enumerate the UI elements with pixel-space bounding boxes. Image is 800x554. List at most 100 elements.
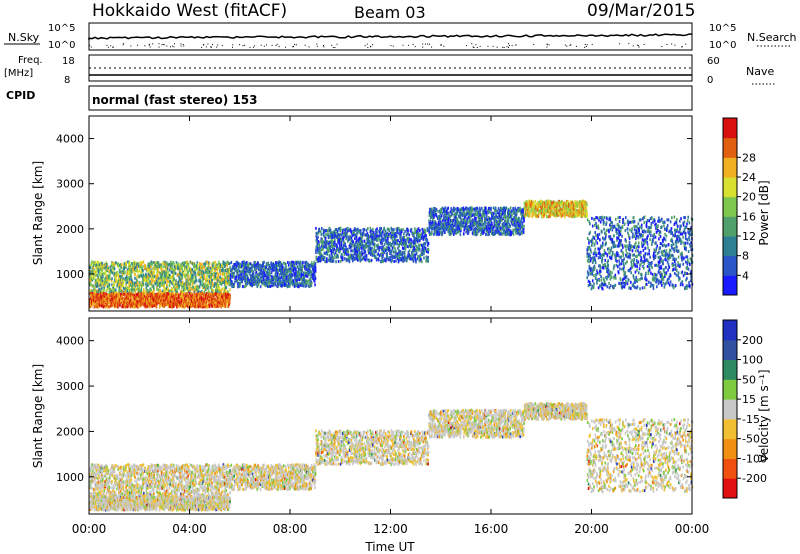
power-cell	[233, 271, 236, 275]
freq-label: Freq.	[18, 55, 43, 66]
power-cell	[136, 281, 139, 285]
power-cell	[135, 264, 138, 268]
power-cell	[89, 273, 91, 277]
power-cell	[126, 279, 128, 283]
power-cell	[158, 292, 161, 296]
power-cell	[92, 265, 95, 269]
power-cell	[396, 231, 399, 235]
nsearch-dot	[390, 45, 392, 47]
power-cell	[151, 304, 153, 308]
power-cell	[119, 278, 122, 282]
power-cell	[135, 265, 137, 269]
power-cell	[178, 286, 180, 290]
power-cell	[100, 296, 103, 300]
power-cell	[127, 272, 130, 276]
power-cell	[187, 271, 190, 275]
power-cell	[126, 286, 129, 290]
power-cell	[140, 262, 143, 266]
nsearch-dot	[161, 44, 163, 46]
power-cell	[135, 281, 138, 285]
power-cell	[127, 260, 129, 264]
power-cell	[145, 284, 148, 288]
power-cell	[188, 288, 190, 292]
power-cell	[184, 296, 186, 300]
power-cell	[164, 262, 167, 266]
power-cell	[146, 289, 148, 293]
power-cell	[254, 261, 257, 265]
nsearch-dot	[207, 43, 209, 45]
power-cell	[319, 246, 321, 250]
power-cell	[92, 261, 95, 265]
power-cell	[315, 231, 318, 235]
power-cell	[94, 275, 96, 279]
power-cell	[203, 291, 206, 295]
power-cell	[223, 277, 226, 281]
power-cell	[91, 296, 94, 300]
power-cell	[198, 272, 201, 276]
power-cell	[177, 296, 180, 300]
power-cell	[199, 263, 202, 267]
date-title: 09/Mar/2015	[587, 1, 695, 21]
power-cell	[207, 291, 210, 295]
power-cell	[365, 257, 368, 261]
power-cell	[179, 279, 182, 283]
power-cell	[228, 271, 231, 275]
power-cell	[214, 305, 217, 309]
power-cell	[90, 283, 92, 287]
power-cell	[190, 261, 193, 265]
power-cell	[262, 264, 264, 268]
power-cell	[117, 305, 119, 309]
power-cell	[141, 266, 143, 270]
nsearch-dot	[171, 45, 173, 47]
power-cell	[184, 285, 187, 289]
power-cell	[145, 291, 147, 295]
power-cell	[226, 300, 228, 304]
power-cell	[99, 283, 102, 287]
power-cell	[202, 296, 205, 300]
power-cell	[210, 282, 213, 286]
power-cell	[140, 290, 143, 294]
power-cell	[163, 265, 165, 269]
power-cell	[158, 284, 161, 288]
power-cell	[239, 282, 241, 286]
nsearch-dot	[619, 43, 621, 45]
nsearch-dot	[278, 46, 280, 48]
power-cell	[94, 287, 96, 291]
power-cell	[112, 302, 115, 306]
power-cell	[113, 298, 116, 302]
power-cell	[208, 279, 210, 283]
power-cell	[212, 261, 215, 265]
power-cell	[118, 296, 121, 300]
power-cell	[96, 281, 99, 285]
power-cell	[223, 291, 226, 295]
power-cell	[166, 279, 169, 283]
power-cell	[121, 289, 124, 293]
nsearch-dot	[231, 46, 233, 48]
power-cell	[342, 228, 345, 232]
power-cell	[317, 251, 319, 255]
power-cell	[181, 305, 183, 309]
nsearch-dot	[479, 45, 481, 47]
power-cell	[96, 293, 99, 297]
power-cell	[337, 255, 339, 259]
power-cell	[118, 287, 120, 291]
nsearch-dot	[271, 44, 273, 46]
nsearch-dot	[322, 45, 324, 47]
power-cell	[142, 297, 144, 301]
power-cell	[123, 292, 126, 296]
power-cell	[375, 234, 378, 238]
power-cell	[181, 285, 183, 289]
nsearch-dot	[331, 44, 333, 46]
power-cell	[97, 294, 99, 298]
power-cell	[147, 294, 149, 298]
power-cell	[230, 274, 232, 278]
power-cell	[151, 284, 154, 288]
power-cell	[378, 248, 380, 252]
power-cell	[159, 274, 162, 278]
power-cell	[187, 297, 190, 301]
power-cell	[165, 275, 168, 279]
power-cell	[314, 269, 317, 273]
power-cell	[364, 250, 367, 254]
power-cell	[372, 231, 375, 235]
power-cell	[222, 262, 224, 266]
